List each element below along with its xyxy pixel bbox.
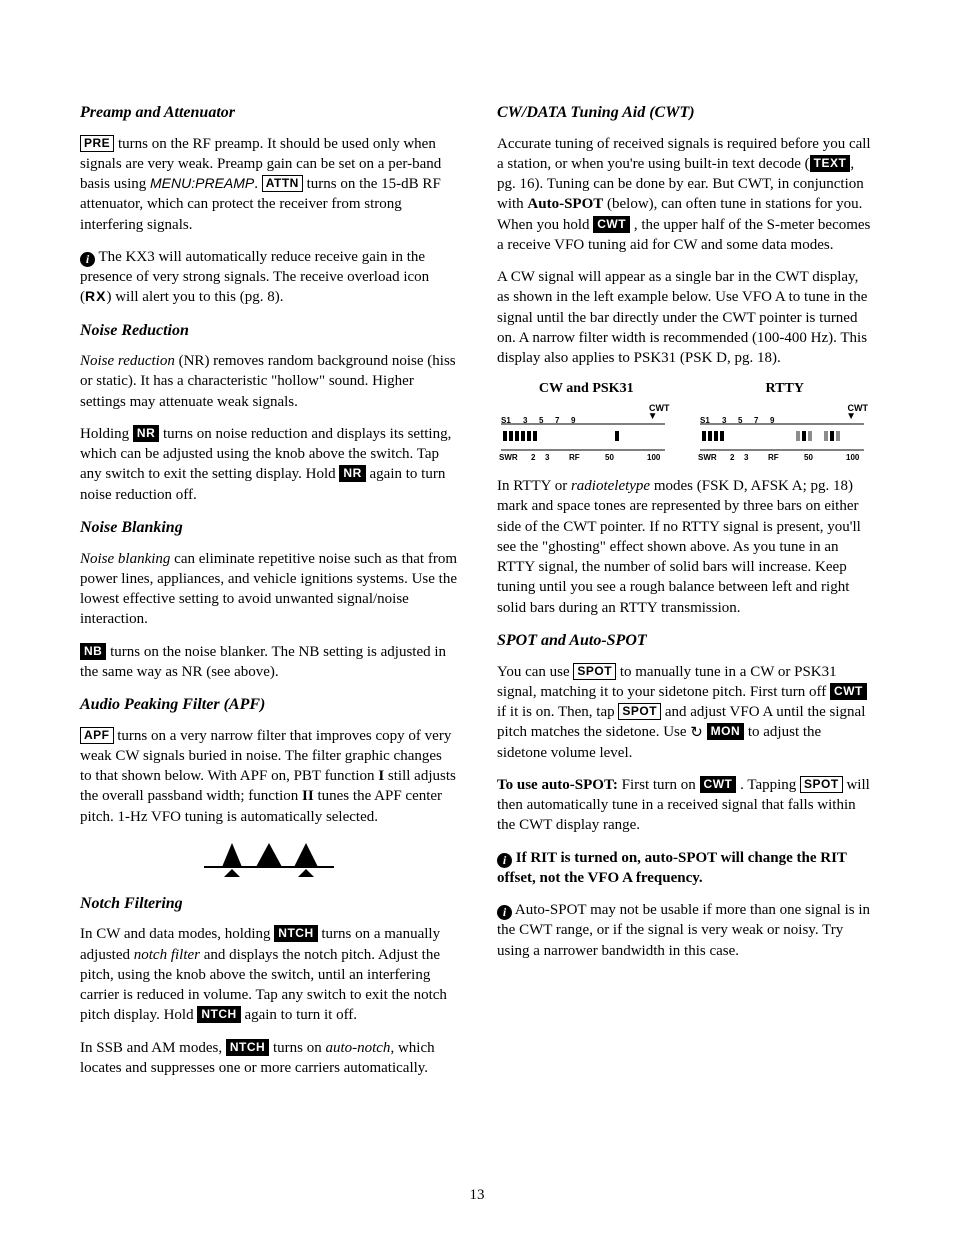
heading-nr: Noise Reduction (80, 320, 457, 342)
nb-p2: NB turns on the noise blanker. The NB se… (80, 642, 457, 683)
cwt-button: CWT (593, 216, 630, 233)
spot-button: SPOT (573, 663, 616, 680)
nb-p1: Noise blanking can eliminate repetitive … (80, 549, 457, 630)
cwt-display-rtty: CWT ▼ S1 3 5 7 9 (696, 401, 875, 464)
cwt-p3: In RTTY or radioteletype modes (FSK D, A… (497, 476, 874, 618)
preamp-p1: PRE turns on the RF preamp. It should be… (80, 134, 457, 235)
spot-info2: i Auto-SPOT may not be usable if more th… (497, 900, 874, 961)
cwt-panel-cw: CW and PSK31 CWT ▼ S1 3 5 7 9 (497, 380, 676, 464)
cwt-pointer-icon: ▼ (648, 411, 658, 423)
cwt-button-3: CWT (700, 776, 737, 793)
mon-button: MON (707, 723, 745, 740)
s-scale-ticks: S1 3 5 7 9 (497, 414, 667, 426)
info-icon-2: i (497, 853, 512, 868)
cwt-display-row: CW and PSK31 CWT ▼ S1 3 5 7 9 (497, 380, 874, 464)
pre-button: PRE (80, 135, 114, 152)
svg-text:3: 3 (744, 453, 749, 462)
svg-text:100: 100 (647, 453, 661, 462)
spot-p1: You can use SPOT to manually tune in a C… (497, 662, 874, 763)
svg-text:2: 2 (730, 453, 735, 462)
cwt-p1: Accurate tuning of received signals is r… (497, 134, 874, 256)
preamp-info: i The KX3 will automatically reduce rece… (80, 247, 457, 308)
info-icon-3: i (497, 905, 512, 920)
heading-preamp: Preamp and Attenuator (80, 102, 457, 124)
nr-button-2: NR (339, 465, 365, 482)
notch-p2: In SSB and AM modes, NTCH turns on auto-… (80, 1038, 457, 1079)
ntch-button-3: NTCH (226, 1039, 269, 1056)
cwt-pointer-icon-2: ▼ (846, 411, 856, 423)
svg-text:RF: RF (569, 453, 580, 462)
heading-nb: Noise Blanking (80, 517, 457, 539)
menu-preamp: MENU:PREAMP (150, 175, 254, 191)
rtty-bars (696, 429, 866, 443)
cw-bars (497, 429, 667, 443)
cwt-button-2: CWT (830, 683, 867, 700)
spot-info1: i If RIT is turned on, auto-SPOT will ch… (497, 848, 874, 889)
svg-text:RF: RF (768, 453, 779, 462)
info-icon: i (80, 252, 95, 267)
nr-button: NR (133, 425, 159, 442)
svg-text:50: 50 (804, 453, 813, 462)
nr-p1: Noise reduction (NR) removes random back… (80, 351, 457, 412)
left-column: Preamp and Attenuator PRE turns on the R… (80, 90, 457, 1090)
text-button: TEXT (810, 155, 851, 172)
rx-icon: RX (85, 288, 106, 304)
svg-text:SWR: SWR (698, 453, 717, 462)
two-column-layout: Preamp and Attenuator PRE turns on the R… (80, 90, 874, 1090)
attn-button: ATTN (262, 175, 303, 192)
cwt-p2: A CW signal will appear as a single bar … (497, 267, 874, 368)
page-number: 13 (0, 1185, 954, 1205)
heading-apf: Audio Peaking Filter (APF) (80, 694, 457, 716)
nb-button: NB (80, 643, 106, 660)
swr-scale-ticks: SWR 2 3 RF 50 100 (497, 448, 667, 462)
heading-spot: SPOT and Auto-SPOT (497, 630, 874, 652)
reload-icon: ↻ (690, 726, 703, 741)
apf-p1: APF turns on a very narrow filter that i… (80, 726, 457, 827)
svg-text:SWR: SWR (499, 453, 518, 462)
ntch-button: NTCH (274, 925, 317, 942)
svg-text:100: 100 (846, 453, 860, 462)
cwt-panel-rtty: RTTY CWT ▼ S1 3 5 7 9 (696, 380, 875, 464)
notch-p1: In CW and data modes, holding NTCH turns… (80, 924, 457, 1025)
spot-p2: To use auto-SPOT: First turn on CWT . Ta… (497, 775, 874, 836)
svg-text:2: 2 (531, 453, 536, 462)
heading-cwt: CW/DATA Tuning Aid (CWT) (497, 102, 874, 124)
apf-button: APF (80, 727, 114, 744)
svg-text:50: 50 (605, 453, 614, 462)
heading-notch: Notch Filtering (80, 893, 457, 915)
nr-p2: Holding NR turns on noise reduction and … (80, 424, 457, 505)
spot-button-3: SPOT (800, 776, 843, 793)
ntch-button-2: NTCH (197, 1006, 240, 1023)
spot-button-2: SPOT (618, 703, 661, 720)
apf-filter-graphic (194, 839, 344, 879)
svg-text:3: 3 (545, 453, 550, 462)
cwt-display-cw: CWT ▼ S1 3 5 7 9 (497, 401, 676, 464)
right-column: CW/DATA Tuning Aid (CWT) Accurate tuning… (497, 90, 874, 1090)
